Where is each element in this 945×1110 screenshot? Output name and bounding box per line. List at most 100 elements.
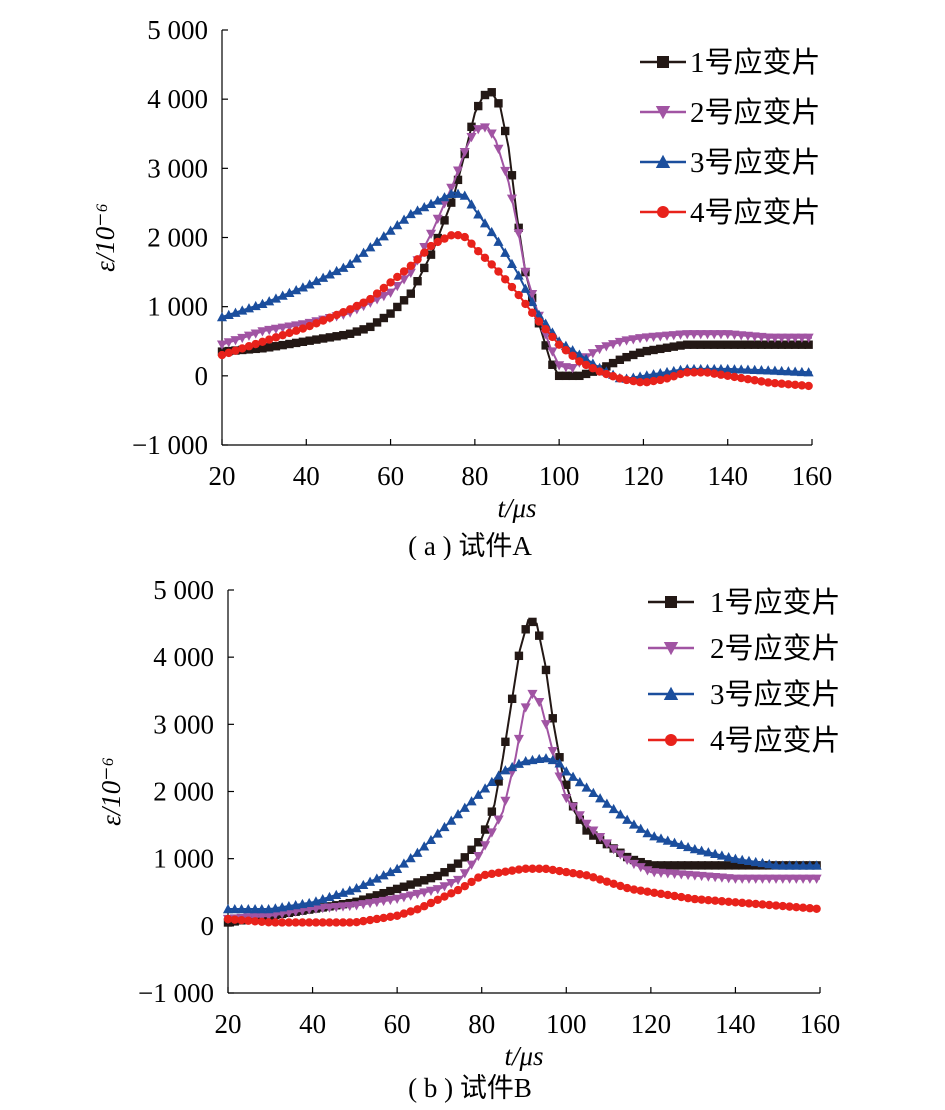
series-4-marker bbox=[426, 898, 436, 908]
series-2-marker bbox=[763, 333, 774, 343]
series-3-marker bbox=[297, 282, 308, 292]
series-4-marker bbox=[453, 230, 463, 240]
series-1-marker bbox=[750, 340, 759, 349]
series-4-marker bbox=[332, 918, 341, 927]
series-1-marker bbox=[426, 873, 436, 883]
series-2-marker bbox=[486, 129, 497, 139]
series-3-marker bbox=[743, 855, 754, 866]
y-tick-label: 4 000 bbox=[153, 642, 214, 672]
series-4-marker bbox=[237, 915, 246, 925]
legend-entry-4: 4号应变片 bbox=[648, 724, 841, 757]
series-1-marker bbox=[541, 341, 550, 350]
x-tick-label: 80 bbox=[468, 1009, 495, 1039]
series-3-marker bbox=[742, 364, 753, 374]
series-1-marker bbox=[474, 101, 483, 111]
legend-label: 2号应变片 bbox=[690, 96, 821, 129]
series-4-marker bbox=[669, 372, 678, 381]
series-3-marker bbox=[419, 202, 430, 212]
series-1-marker bbox=[399, 882, 409, 891]
series-1-marker bbox=[447, 863, 456, 873]
series-4-marker bbox=[534, 317, 544, 326]
series-1-marker bbox=[744, 861, 754, 870]
series-3-marker bbox=[791, 860, 802, 870]
series-1-marker bbox=[487, 88, 496, 97]
series-3-marker bbox=[655, 833, 667, 843]
series-3-marker bbox=[263, 904, 274, 914]
series-4-marker bbox=[704, 895, 713, 905]
series-3-marker bbox=[358, 879, 369, 890]
series-1-marker bbox=[730, 340, 739, 349]
series-2-marker bbox=[405, 268, 416, 278]
series-2-marker bbox=[675, 330, 686, 340]
series-2-marker bbox=[791, 874, 802, 884]
series-1-marker bbox=[359, 325, 368, 334]
series-2-marker bbox=[749, 332, 760, 342]
series-2-marker bbox=[284, 322, 295, 332]
series-1-marker bbox=[271, 342, 281, 351]
series-3-marker bbox=[399, 214, 410, 224]
series-2-marker bbox=[351, 901, 362, 911]
series-4-marker bbox=[635, 377, 645, 387]
series-3-marker bbox=[486, 226, 497, 237]
legend-label: 2号应变片 bbox=[710, 632, 841, 665]
series-2-marker bbox=[703, 872, 714, 882]
series-4-marker bbox=[528, 864, 537, 873]
y-tick-label: 3 000 bbox=[147, 153, 208, 183]
series-3-marker bbox=[479, 218, 491, 228]
series-4-marker bbox=[501, 867, 510, 876]
series-4-marker bbox=[629, 376, 638, 386]
series-2-marker bbox=[676, 870, 687, 880]
series-4-marker bbox=[460, 882, 469, 891]
series-3-marker bbox=[763, 365, 774, 375]
series-2-marker bbox=[722, 330, 733, 340]
x-tick-label: 60 bbox=[377, 461, 404, 491]
series-2-marker bbox=[621, 336, 632, 346]
series-3-marker bbox=[256, 904, 267, 914]
series-1-marker bbox=[555, 753, 564, 762]
y-axis-label: ε/10⁻⁶ bbox=[90, 203, 120, 272]
series-2-marker bbox=[729, 330, 740, 340]
y-tick-label: 5 000 bbox=[147, 15, 208, 45]
series-4-marker bbox=[250, 917, 260, 926]
series-4-marker bbox=[812, 904, 821, 913]
series-1-marker bbox=[413, 277, 422, 286]
series-1-marker bbox=[426, 250, 436, 259]
series-4-marker bbox=[763, 378, 773, 387]
series-1-marker bbox=[379, 313, 389, 323]
y-axis-label: ε/10⁻⁶ bbox=[96, 757, 126, 826]
series-4-marker bbox=[683, 368, 692, 377]
legend-label: 1号应变片 bbox=[710, 586, 841, 619]
series-2-marker bbox=[688, 330, 700, 340]
series-3-marker bbox=[649, 831, 660, 841]
series-2-marker bbox=[439, 882, 450, 892]
series-2-marker bbox=[425, 886, 437, 896]
series-3-marker bbox=[351, 253, 362, 263]
series-1-marker bbox=[670, 861, 679, 870]
series-4-marker bbox=[352, 918, 361, 927]
series-1-marker bbox=[507, 694, 517, 704]
series-4-marker bbox=[217, 350, 227, 360]
series-1-marker bbox=[710, 340, 719, 349]
series-2-marker bbox=[601, 839, 612, 849]
series-1-marker bbox=[501, 737, 510, 746]
series-3-marker bbox=[365, 242, 376, 252]
series-3-marker bbox=[452, 188, 464, 198]
series-2-marker bbox=[615, 850, 626, 860]
series-4-marker bbox=[662, 374, 672, 383]
series-4-marker bbox=[514, 290, 523, 300]
series-1-marker bbox=[474, 838, 483, 847]
series-4-marker bbox=[608, 372, 618, 381]
series-1-marker bbox=[494, 777, 503, 786]
series-3-marker bbox=[803, 367, 814, 377]
series-4-marker bbox=[689, 368, 699, 377]
series-2-marker bbox=[513, 734, 524, 745]
series-4-marker bbox=[765, 900, 774, 910]
series-2-marker bbox=[493, 815, 504, 825]
series-1-marker bbox=[689, 340, 699, 349]
series-3-marker bbox=[769, 365, 780, 375]
series-3-marker bbox=[642, 827, 653, 838]
x-axis-label: t/μs bbox=[504, 1041, 543, 1071]
series-1-marker bbox=[278, 340, 287, 350]
series-3-marker bbox=[405, 852, 416, 863]
series-1-marker bbox=[575, 371, 584, 381]
